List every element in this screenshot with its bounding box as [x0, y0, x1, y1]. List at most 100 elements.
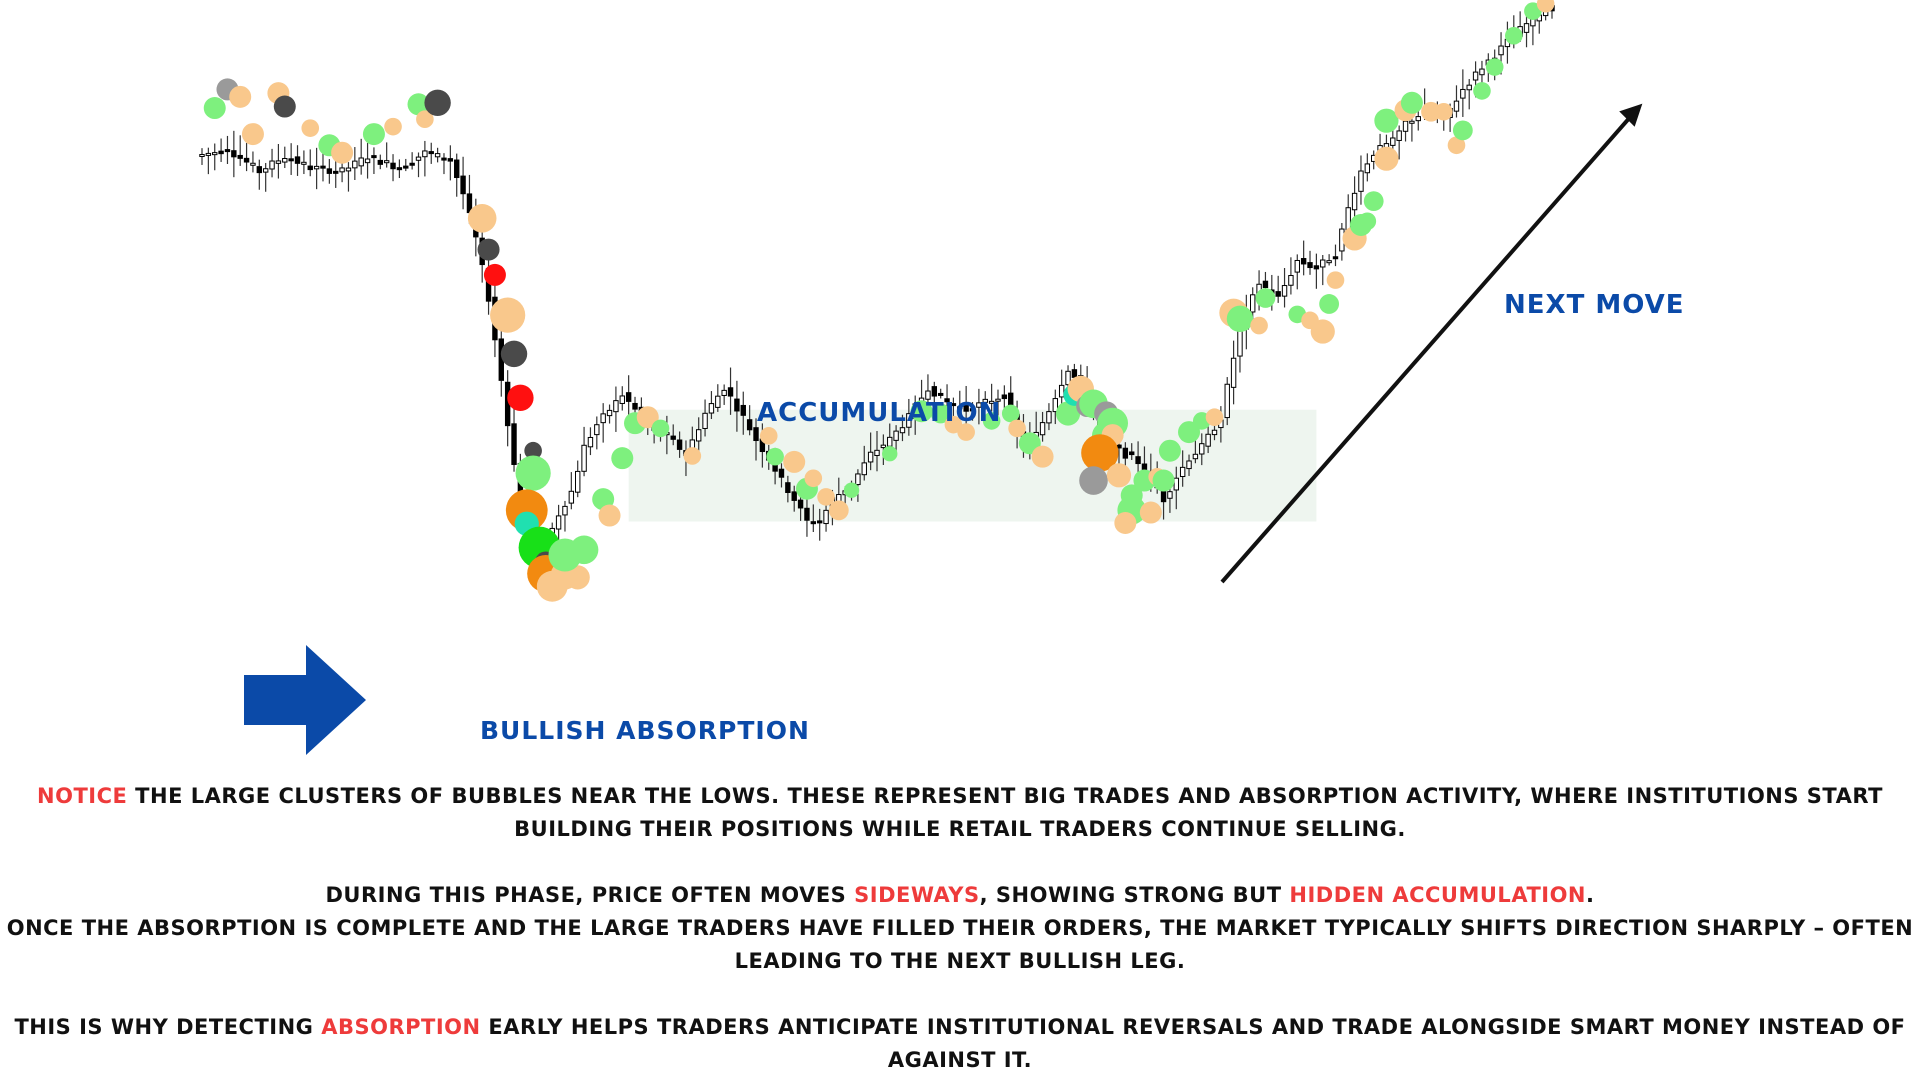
- bullish-candle: [1186, 460, 1192, 470]
- bullish-candle: [1498, 45, 1504, 56]
- bullish-candle: [282, 158, 288, 163]
- bullish-candle: [1351, 192, 1358, 211]
- bullish-candle: [262, 168, 269, 173]
- notice-highlight: NOTICE: [37, 784, 128, 808]
- bullish-candle: [855, 473, 861, 486]
- bullish-candle: [1415, 116, 1421, 122]
- bullish-candle: [880, 444, 887, 449]
- accumulation-label: ACCUMULATION: [757, 398, 1002, 428]
- bearish-candle: [1001, 394, 1008, 400]
- phase-text-c: .: [1586, 883, 1595, 907]
- bullish-candle: [957, 406, 963, 410]
- bullish-candle: [874, 449, 880, 456]
- bearish-candle: [441, 157, 447, 161]
- bubble-red: [507, 384, 534, 412]
- bullish-candle: [606, 409, 613, 417]
- bearish-candle: [753, 427, 759, 442]
- bubble-dark: [524, 441, 542, 460]
- bearish-candle: [1307, 262, 1313, 269]
- bullish-candle: [1472, 71, 1479, 81]
- bubble-peach: [783, 450, 806, 473]
- bearish-candle: [326, 168, 333, 174]
- bubble-peach: [241, 123, 264, 146]
- bearish-candle: [307, 165, 313, 171]
- bubble-peach: [1326, 271, 1345, 289]
- bubble-peach: [957, 423, 975, 441]
- bullish-absorption-label: BULLISH ABSORPTION: [480, 716, 810, 745]
- bubble-peach: [1536, 0, 1555, 13]
- bearish-candle: [810, 521, 817, 525]
- bearish-candle: [218, 150, 224, 155]
- bearish-candle: [377, 159, 384, 165]
- bearish-candle: [740, 404, 746, 416]
- bubble-light-green: [362, 123, 385, 146]
- bullish-candle: [1523, 23, 1530, 33]
- bubble-peach: [1031, 445, 1054, 468]
- bubble-light-green: [651, 419, 670, 438]
- bubble-light-green: [1055, 401, 1081, 426]
- bubble-peach: [944, 415, 963, 434]
- bubble-dark: [500, 340, 528, 368]
- bearish-candle: [1275, 291, 1281, 297]
- bearish-candle: [371, 155, 377, 159]
- bearish-candle: [237, 154, 243, 159]
- bearish-candle: [944, 398, 950, 403]
- bearish-candle: [454, 159, 460, 179]
- bearish-candle: [1129, 451, 1135, 456]
- bearish-candle: [256, 166, 263, 174]
- bullish-candle: [358, 157, 364, 167]
- explanation-text: NOTICE THE LARGE CLUSTERS OF BUBBLES NEA…: [0, 780, 1920, 1077]
- absorption-highlight: ABSORPTION: [321, 1015, 481, 1039]
- detecting-text-b: EARLY HELPS TRADERS ANTICIPATE INSTITUTI…: [480, 1015, 1906, 1072]
- bubble-peach: [1447, 136, 1466, 155]
- bullish-candle: [587, 436, 594, 448]
- bullish-candle: [301, 161, 307, 165]
- bubble-orange: [1081, 434, 1119, 472]
- bullish-candle: [562, 505, 568, 516]
- bubble-dark: [273, 95, 296, 118]
- bullish-candle: [1211, 429, 1218, 436]
- bubble-light-green: [1452, 120, 1473, 141]
- bubble-grey: [1079, 466, 1108, 495]
- bubble-peach: [683, 447, 702, 465]
- bullish-candle: [575, 470, 581, 493]
- bubble-peach: [804, 469, 823, 488]
- bubble-light-green: [569, 535, 599, 565]
- bearish-candle: [931, 386, 938, 397]
- bearish-candle: [937, 392, 944, 396]
- bullish-candle: [823, 509, 829, 525]
- absorption-arrow-icon: [244, 645, 366, 755]
- bullish-candle: [600, 413, 606, 424]
- bullish-candle: [555, 515, 562, 530]
- bubble-peach: [1421, 101, 1441, 122]
- bullish-candle: [1294, 259, 1300, 273]
- bearish-candle: [797, 499, 804, 509]
- bullish-candle: [893, 430, 899, 441]
- bubble-light-green: [1524, 2, 1542, 20]
- bullish-candle: [364, 158, 371, 164]
- detecting-text-a: THIS IS WHY DETECTING: [14, 1015, 322, 1039]
- bubble-light-green: [1152, 469, 1175, 492]
- bearish-candle: [1313, 265, 1320, 270]
- bearish-candle: [670, 435, 676, 440]
- bubble-light-green: [515, 455, 551, 491]
- bubble-dark: [477, 238, 500, 261]
- bubble-peach: [1434, 102, 1453, 121]
- phase-text-a: DURING THIS PHASE, PRICE OFTEN MOVES: [325, 883, 855, 907]
- bullish-candle: [212, 152, 218, 156]
- bullish-candle: [1402, 120, 1409, 132]
- phase-text-b: , SHOWING STRONG BUT: [979, 883, 1290, 907]
- bullish-candle: [434, 153, 441, 158]
- bullish-candle: [1466, 84, 1472, 91]
- bubble-light-green: [611, 447, 634, 470]
- bubble-peach: [1310, 319, 1335, 344]
- bullish-candle: [1396, 130, 1402, 141]
- bubble-light-green: [930, 403, 951, 424]
- bearish-candle: [785, 482, 791, 493]
- bearish-candle: [511, 423, 517, 465]
- bullish-candle: [1173, 477, 1179, 491]
- price-chart: [199, 0, 1643, 755]
- bubble-peach: [1008, 419, 1026, 438]
- bullish-candle: [995, 398, 1001, 402]
- bullish-candle: [415, 156, 422, 161]
